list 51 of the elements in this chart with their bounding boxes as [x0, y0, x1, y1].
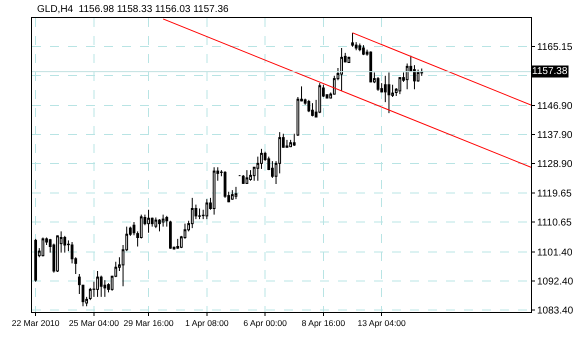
y-tick-label: 1083.40: [537, 306, 574, 317]
candlestick: [234, 186, 238, 200]
candlestick: [376, 76, 380, 92]
y-tick-label: 1110.65: [537, 218, 572, 229]
candlestick: [147, 209, 150, 234]
x-tick-label: 6 Apr 00:00: [243, 318, 288, 328]
candlestick: [398, 76, 402, 95]
candlestick: [307, 99, 310, 113]
x-tick-label: 13 Apr 04:00: [358, 318, 406, 328]
y-tick-label: 1101.40: [537, 248, 573, 259]
candlestick: [158, 218, 161, 232]
candlestick: [169, 220, 172, 250]
candlestick: [96, 270, 99, 298]
x-tick-label: 25 Mar 04:00: [68, 318, 120, 328]
x-tick-label: 1 Apr 08:00: [185, 318, 229, 328]
candlestick: [205, 198, 208, 220]
candlestick: [42, 237, 44, 258]
x-tick-label: 8 Apr 16:00: [302, 318, 346, 328]
candlestick: [162, 214, 165, 228]
candlestick: [358, 42, 362, 52]
candlestick: [154, 217, 158, 229]
candlestick: [198, 208, 201, 220]
candlestick: [212, 166, 216, 216]
candlestick: [56, 234, 59, 273]
candlestick: [63, 235, 66, 254]
candlestick: [176, 238, 180, 250]
candlestick: [230, 190, 234, 200]
candlestick: [351, 32, 354, 48]
y-tick-label: 1128.90: [537, 158, 573, 170]
y-tick-label: 1165.15: [537, 42, 573, 54]
y-tick-label: 1137.90: [537, 130, 573, 141]
candlestick: [224, 170, 226, 198]
x-tick-label: 22 Mar 2010: [12, 318, 60, 328]
candlestick: [388, 72, 390, 114]
chart-title: GLD,H4 1156.98 1158.33 1156.03 1157.36: [36, 4, 230, 16]
x-tick-label: 29 Mar 16:00: [124, 318, 174, 328]
candlestick: [249, 170, 252, 182]
ref-line-label: 1157.38: [532, 66, 568, 77]
candlestick: [246, 170, 248, 185]
y-tick-label: 1092.40: [537, 276, 574, 288]
candlestick: [34, 238, 38, 282]
candlestick: [100, 275, 103, 298]
candlestick: [103, 280, 106, 298]
y-tick-label: 1146.90: [537, 100, 573, 112]
y-tick-label: 1119.65: [537, 188, 572, 200]
candlestick: [340, 47, 343, 92]
candlestick: [190, 197, 194, 229]
candlestick: [347, 56, 350, 64]
candlestick: [311, 102, 314, 117]
candlestick: [362, 44, 365, 56]
candlestick: [318, 82, 322, 114]
